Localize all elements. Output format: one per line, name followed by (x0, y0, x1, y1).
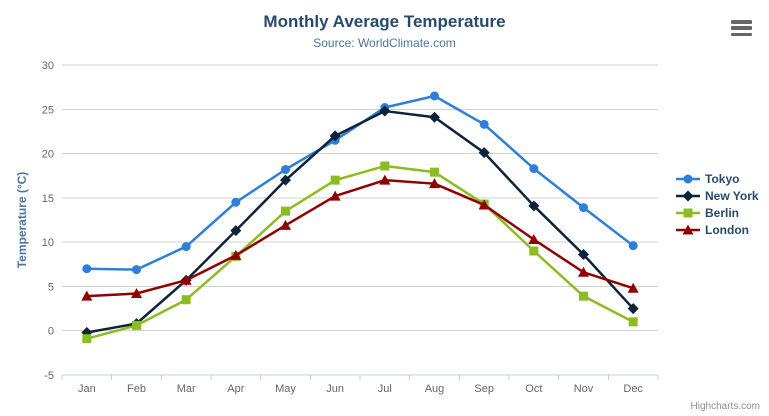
hamburger-icon (731, 20, 752, 24)
x-tick-label: Jun (326, 383, 344, 395)
legend-item-london[interactable]: London (676, 223, 759, 237)
square-marker (82, 334, 92, 344)
series-line-tokyo[interactable] (85, 94, 635, 271)
chart-title: Monthly Average Temperature (263, 12, 506, 31)
circle-marker (479, 119, 489, 129)
y-tick-label: 25 (42, 104, 54, 116)
legend-item-new-york[interactable]: New York (676, 189, 759, 203)
circle-marker (430, 91, 439, 101)
triangle-marker (528, 233, 540, 244)
circle-marker (683, 174, 693, 184)
credits-link[interactable]: Highcharts.com (690, 401, 760, 412)
y-tick-label: 0 (48, 326, 54, 338)
triangle-marker (81, 290, 93, 301)
triangle-marker (379, 174, 391, 185)
square-marker (430, 167, 439, 177)
diamond-marker (627, 303, 639, 315)
diamond-marker (329, 130, 341, 142)
series-line-new-york[interactable] (85, 109, 635, 334)
square-marker (132, 320, 141, 330)
square-marker (281, 206, 290, 216)
triangle-marker (682, 224, 694, 235)
square-marker (529, 246, 539, 256)
chart-subtitle: Source: WorldClimate.com (313, 36, 456, 50)
legend-item-label: Tokyo (705, 172, 740, 186)
circle-marker (529, 164, 539, 174)
diamond-marker (528, 200, 540, 212)
diamond-marker (379, 105, 391, 117)
circle-legend-marker (676, 174, 700, 184)
diamond-legend-marker (676, 190, 700, 202)
legend-item-tokyo[interactable]: Tokyo (676, 172, 759, 186)
x-tick-label: Dec (623, 383, 643, 395)
series-line-berlin[interactable] (85, 164, 635, 340)
x-tick-label: Apr (227, 383, 244, 395)
circle-marker (579, 203, 588, 213)
circle-marker (231, 197, 241, 207)
y-tick-label: 10 (42, 237, 54, 249)
triangle-marker (180, 274, 192, 285)
triangle-legend-marker (676, 224, 700, 235)
x-tick-label: May (275, 383, 296, 395)
circle-marker (181, 242, 191, 252)
triangle-marker (429, 178, 440, 189)
hamburger-icon (731, 26, 752, 30)
x-tick-label: Feb (127, 383, 146, 395)
x-tick-label: Mar (177, 383, 196, 395)
triangle-marker (627, 282, 639, 293)
circle-marker (82, 264, 92, 274)
diamond-marker (578, 249, 589, 261)
square-marker (579, 291, 588, 301)
legend-item-label: London (705, 223, 749, 237)
legend-item-label: Berlin (705, 206, 740, 220)
hamburger-icon (731, 32, 752, 36)
y-tick-label: 15 (42, 193, 54, 205)
circle-marker (132, 265, 141, 275)
x-tick-label: Jan (78, 383, 96, 395)
x-tick-label: Sep (474, 383, 494, 395)
series-line-london[interactable] (85, 178, 635, 298)
triangle-marker (131, 288, 142, 299)
triangle-marker (578, 266, 589, 277)
y-tick-label: -5 (44, 370, 54, 382)
legend: Tokyo New York Berlin London (676, 172, 759, 237)
triangle-marker (280, 219, 291, 230)
square-marker (380, 161, 390, 171)
square-marker (181, 295, 191, 305)
square-marker (683, 208, 693, 218)
square-legend-marker (676, 208, 700, 218)
x-tick-label: Nov (574, 383, 594, 395)
triangle-marker (230, 249, 242, 260)
diamond-marker (682, 190, 694, 202)
triangle-marker (329, 190, 341, 201)
y-tick-label: 30 (42, 60, 54, 72)
y-axis-title: Temperature (°C) (15, 171, 29, 269)
circle-marker (281, 165, 290, 175)
square-marker (628, 317, 638, 327)
x-tick-label: Aug (425, 383, 445, 395)
diamond-marker (429, 111, 440, 123)
triangle-marker (478, 199, 490, 210)
circle-marker (628, 241, 638, 251)
diamond-marker (230, 225, 242, 237)
x-tick-label: Oct (525, 383, 542, 395)
diamond-marker (280, 174, 291, 186)
square-marker (330, 175, 340, 185)
x-tick-label: Jul (378, 383, 392, 395)
legend-item-label: New York (705, 189, 759, 203)
export-menu-button[interactable] (731, 20, 752, 36)
y-tick-label: 5 (48, 281, 54, 293)
diamond-marker (478, 147, 490, 159)
y-tick-label: 20 (42, 149, 54, 161)
legend-item-berlin[interactable]: Berlin (676, 206, 759, 220)
